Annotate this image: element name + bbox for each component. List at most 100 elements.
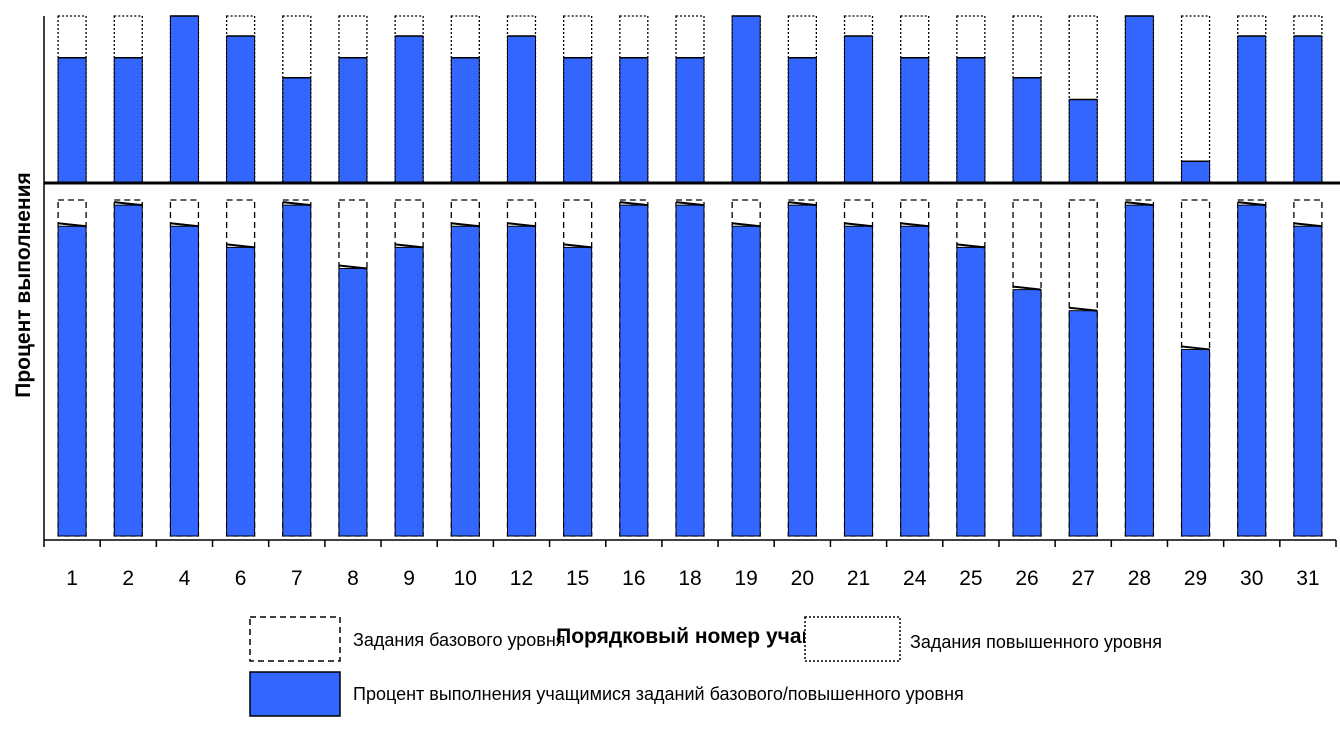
bar-basic-1 — [57, 225, 87, 537]
bar-frame-advanced-29 — [1180, 15, 1211, 184]
bar-basic-29 — [1181, 348, 1211, 537]
bar-basic-12 — [506, 225, 536, 537]
bar-basic-2 — [113, 204, 143, 537]
bar-cap-basic-19 — [732, 222, 761, 228]
bar-advanced-12 — [506, 35, 536, 184]
bar-cap-basic-8 — [338, 264, 368, 270]
x-tick-label-19: 19 — [734, 567, 757, 590]
x-tick-label-18: 18 — [678, 567, 701, 590]
bar-basic-20 — [787, 204, 817, 537]
bar-basic-9 — [394, 246, 424, 537]
bar-advanced-26 — [1012, 77, 1042, 184]
bar-cap-basic-12 — [507, 222, 536, 228]
x-tick-label-15: 15 — [566, 567, 589, 590]
x-tick-label-31: 31 — [1296, 567, 1319, 590]
bar-cap-basic-24 — [900, 222, 929, 228]
bar-basic-6 — [226, 246, 256, 537]
bar-advanced-25 — [956, 57, 986, 184]
bar-advanced-15 — [563, 57, 593, 184]
x-tick-label-27: 27 — [1072, 567, 1095, 590]
x-tick-label-16: 16 — [622, 567, 645, 590]
bar-advanced-9 — [394, 35, 424, 184]
bar-advanced-6 — [226, 35, 256, 184]
bar-cap-basic-2 — [114, 201, 143, 207]
bar-advanced-18 — [675, 57, 705, 184]
legend-swatch-dotted — [804, 616, 901, 662]
bar-basic-31 — [1293, 225, 1323, 537]
bar-cap-basic-18 — [675, 201, 705, 207]
bar-advanced-2 — [113, 57, 143, 184]
bar-cap-basic-1 — [57, 222, 87, 228]
bar-basic-16 — [619, 204, 649, 537]
axes-layer — [43, 16, 1340, 547]
bar-cap-basic-31 — [1293, 222, 1323, 228]
bar-cap-basic-27 — [1069, 306, 1098, 312]
x-tick-label-8: 8 — [347, 567, 359, 590]
legend-label-advanced-tasks: Задания повышенного уровня — [910, 632, 1162, 652]
bar-cap-basic-9 — [395, 243, 424, 249]
bar-advanced-29 — [1181, 160, 1211, 184]
x-tick-label-29: 29 — [1184, 567, 1207, 590]
bar-basic-27 — [1068, 310, 1098, 537]
bar-advanced-21 — [844, 35, 874, 184]
x-tick-label-12: 12 — [510, 567, 533, 590]
bar-basic-18 — [675, 204, 705, 537]
bar-basic-4 — [169, 225, 199, 537]
bar-cap-basic-20 — [788, 201, 817, 207]
bar-basic-28 — [1124, 204, 1154, 537]
bar-cap-basic-29 — [1181, 345, 1210, 351]
bar-cap-basic-4 — [170, 222, 199, 228]
x-tick-label-9: 9 — [403, 567, 415, 590]
bar-cap-basic-16 — [619, 201, 648, 207]
x-tick-label-7: 7 — [291, 567, 303, 590]
bar-advanced-16 — [619, 57, 649, 184]
bar-basic-8 — [338, 267, 368, 537]
bar-cap-basic-28 — [1125, 201, 1154, 207]
bar-basic-19 — [731, 225, 761, 537]
bars-layer — [57, 15, 1323, 537]
bar-advanced-30 — [1237, 35, 1267, 184]
x-tick-label-20: 20 — [791, 567, 814, 590]
legend-swatch-basic — [249, 671, 341, 717]
bar-advanced-10 — [450, 57, 480, 184]
bar-basic-26 — [1012, 289, 1042, 537]
bar-cap-basic-25 — [956, 243, 985, 249]
bar-advanced-7 — [282, 77, 312, 184]
x-tick-label-6: 6 — [235, 567, 247, 590]
bar-basic-7 — [282, 204, 312, 537]
bar-cap-basic-6 — [226, 243, 255, 249]
legend: Задания базового уровня Задания повышенн… — [249, 616, 1162, 717]
bar-cap-basic-26 — [1012, 285, 1042, 291]
x-tick-label-2: 2 — [122, 567, 134, 590]
bar-basic-24 — [900, 225, 930, 537]
bar-basic-10 — [450, 225, 480, 537]
y-axis-title: Процент выполнения — [12, 172, 35, 398]
x-tick-label-4: 4 — [179, 567, 191, 590]
bar-advanced-8 — [338, 57, 368, 184]
bar-cap-basic-7 — [282, 201, 311, 207]
x-tick-label-25: 25 — [959, 567, 982, 590]
bar-advanced-1 — [57, 57, 87, 184]
bar-cap-basic-15 — [563, 243, 592, 249]
bar-advanced-31 — [1293, 35, 1323, 184]
x-tick-label-10: 10 — [454, 567, 477, 590]
bar-advanced-19 — [731, 15, 761, 184]
x-tick-label-21: 21 — [847, 567, 870, 590]
x-axis-title: Порядковый номер учащегося — [556, 625, 876, 648]
bar-basic-21 — [844, 225, 874, 537]
bar-advanced-20 — [787, 57, 817, 184]
legend-swatch-dashed — [249, 616, 341, 662]
bar-basic-15 — [563, 246, 593, 537]
legend-label-basic-tasks: Задания базового уровня — [353, 630, 566, 650]
bar-cap-basic-10 — [451, 222, 480, 228]
bar-advanced-28 — [1124, 15, 1154, 184]
bar-advanced-4 — [169, 15, 199, 184]
x-tick-label-30: 30 — [1240, 567, 1263, 590]
x-tick-label-28: 28 — [1128, 567, 1151, 590]
bar-advanced-27 — [1068, 99, 1098, 184]
bar-cap-basic-30 — [1237, 201, 1266, 207]
bar-basic-25 — [956, 246, 986, 537]
x-tick-labels: 1 2 4 6 7 8 9 10 12 15 16 18 19 20 21 24 25 26 27 28 29 30 31 — [66, 567, 1319, 590]
